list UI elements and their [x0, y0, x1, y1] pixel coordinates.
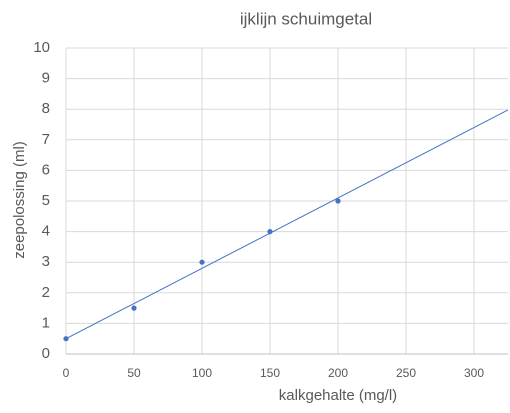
x-tick-label: 300 [464, 366, 484, 380]
data-point [131, 305, 137, 311]
data-point [267, 229, 273, 235]
y-tick-label: 4 [42, 223, 50, 240]
data-point [199, 259, 205, 265]
x-tick-label: 50 [127, 366, 141, 380]
chart-title: ijklijn schuimgetal [240, 9, 372, 28]
data-point [63, 336, 69, 342]
y-tick-label: 8 [42, 100, 50, 117]
y-tick-label: 6 [42, 161, 50, 178]
x-tick-label: 250 [396, 366, 416, 380]
x-tick-label: 200 [328, 366, 348, 380]
x-tick-label: 100 [192, 366, 212, 380]
y-tick-label: 5 [42, 192, 50, 209]
trendline [65, 109, 509, 340]
data-point [335, 198, 341, 204]
y-axis-label: zeepolossing (ml) [11, 141, 28, 259]
y-tick-label: 7 [42, 131, 50, 148]
y-tick-label: 2 [42, 284, 50, 301]
y-tick-label: 9 [42, 70, 50, 87]
x-tick-label: 150 [260, 366, 280, 380]
x-tick-label: 0 [63, 366, 70, 380]
y-tick-label: 10 [33, 39, 50, 56]
y-tick-label: 0 [42, 345, 50, 362]
x-axis-label: kalkgehalte (mg/l) [279, 387, 397, 404]
y-tick-label: 3 [42, 253, 50, 270]
y-tick-label: 1 [42, 314, 50, 331]
